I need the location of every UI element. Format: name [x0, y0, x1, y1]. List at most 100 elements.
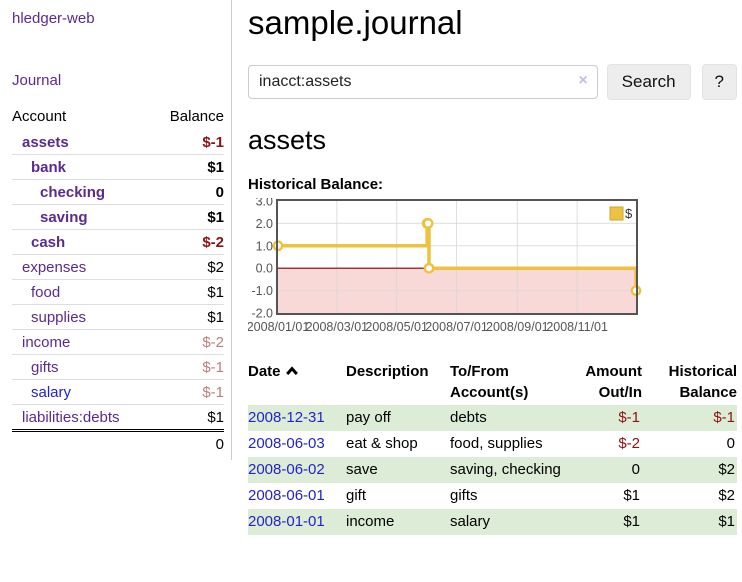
transaction-balance: $-1	[713, 409, 735, 426]
account-link-checking[interactable]: checking	[40, 184, 106, 201]
y-axis-tick-label: 0.0	[256, 262, 273, 276]
register-header-row: Date Description To/From Account(s) Amou…	[248, 359, 737, 405]
transaction-amount: $1	[623, 487, 640, 504]
transaction-date-link[interactable]: 2008-06-03	[248, 435, 325, 452]
x-axis-tick-label: 2008/05/01	[365, 320, 428, 334]
account-balance: $-1	[202, 134, 224, 151]
transaction-amount: 0	[631, 461, 640, 478]
accounts-table: Account Balance assets $-1 bank $1 checking 0…	[12, 104, 224, 456]
transaction-date-link[interactable]: 2008-12-31	[248, 409, 325, 426]
account-balance: $1	[152, 204, 224, 230]
register-row: 2008-01-01 income salary $1 $1	[248, 509, 737, 535]
register-col-balance: Historical Balance	[668, 363, 737, 401]
register-row: 2008-06-01 gift gifts $1 $2	[248, 483, 737, 509]
account-link-saving[interactable]: saving	[40, 209, 88, 226]
transaction-balance: $2	[718, 487, 735, 504]
account-link-food[interactable]: food	[31, 284, 61, 301]
data-point-marker	[423, 262, 435, 274]
help-button[interactable]: ?	[701, 64, 737, 100]
account-balance: $2	[152, 254, 224, 280]
x-axis-tick-label: 2008/09/01	[486, 320, 549, 334]
transaction-accounts: salary	[450, 513, 491, 530]
account-balance: $-2	[152, 329, 224, 355]
search-input[interactable]	[248, 65, 598, 99]
account-link-bank[interactable]: bank	[31, 159, 67, 176]
account-link-expenses[interactable]: expenses	[22, 259, 87, 276]
legend-swatch	[609, 206, 624, 221]
transaction-amount: $1	[623, 513, 640, 530]
transaction-accounts: gifts	[450, 487, 478, 504]
account-balance: $-1	[152, 379, 224, 405]
account-link-liabilities-debts[interactable]: liabilities:debts	[22, 409, 120, 426]
chart-title: Historical Balance:	[248, 176, 384, 193]
register-col-accounts: To/From Account(s)	[450, 363, 529, 401]
transaction-date-link[interactable]: 2008-01-01	[248, 513, 325, 530]
balance-chart: $3.0 2.0 1.0 0.0 -1.0 -2.0 2008/01/01 2008/03/0…	[247, 195, 737, 343]
account-link-assets[interactable]: assets	[22, 134, 69, 151]
account-row: salary $-1	[12, 379, 224, 405]
account-row: bank $1	[12, 154, 224, 180]
account-link-supplies[interactable]: supplies	[31, 309, 87, 326]
account-link-salary[interactable]: salary	[31, 384, 72, 401]
search-button[interactable]: Search	[606, 64, 691, 100]
page-title: sample.journal	[248, 4, 463, 41]
account-row: expenses $2	[12, 254, 224, 280]
balance-chart-svg: $3.0 2.0 1.0 0.0 -1.0 -2.02008/01/012008/03/0…	[247, 195, 642, 334]
data-point-marker	[422, 218, 434, 229]
register-row: 2008-06-03 eat & shop food, supplies $-2 0	[248, 431, 737, 457]
account-row: assets $-1	[12, 130, 224, 155]
transaction-description: income	[346, 513, 395, 530]
account-balance: $1	[152, 154, 224, 180]
sidebar-item-journal[interactable]: Journal	[12, 72, 62, 89]
account-balance: $1	[152, 304, 224, 330]
account-balance: $-2	[152, 229, 224, 255]
x-axis-tick-label: 2008/01/01	[248, 320, 309, 334]
legend-label: $	[625, 206, 633, 221]
transaction-description: gift	[346, 487, 367, 504]
search-form: × Search ?	[248, 64, 737, 100]
account-link-income[interactable]: income	[22, 334, 71, 351]
y-axis-tick-label: 1.0	[256, 239, 273, 253]
register-row: 2008-12-31 pay off debts $-1 $-1	[248, 405, 737, 431]
y-axis-tick-label: -1.0	[251, 284, 273, 298]
transaction-amount: $-1	[618, 409, 640, 426]
transaction-description: save	[346, 461, 378, 478]
clear-search-icon[interactable]: ×	[578, 72, 588, 89]
y-axis-tick-label: -2.0	[251, 307, 273, 321]
transaction-description: eat & shop	[346, 435, 418, 452]
register-col-amount: Amount Out/In	[585, 363, 642, 401]
account-balance: $-1	[152, 354, 224, 380]
account-link-gifts[interactable]: gifts	[31, 359, 59, 376]
transaction-balance: $1	[718, 513, 735, 530]
app-brand-link[interactable]: hledger-web	[12, 10, 95, 27]
accounts-total-value: 0	[152, 429, 224, 456]
search-input-wrap: ×	[248, 65, 598, 99]
account-row: saving $1	[12, 204, 224, 230]
accounts-col-account: Account	[12, 108, 67, 125]
account-balance: 0	[152, 179, 224, 205]
plot-border	[276, 199, 638, 315]
transaction-date-link[interactable]: 2008-06-01	[248, 487, 325, 504]
main-content: sample.journal × Search ? assets Histori…	[247, 0, 737, 535]
account-row: liabilities:debts $1	[12, 404, 224, 431]
transaction-amount: $-2	[618, 435, 640, 452]
register-col-description: Description	[346, 363, 429, 380]
register-col-date[interactable]: Date	[248, 359, 346, 405]
transaction-balance: 0	[726, 435, 735, 452]
transaction-accounts: saving, checking	[450, 461, 561, 478]
register-table: Date Description To/From Account(s) Amou…	[248, 359, 737, 535]
x-axis-tick-label: 2008/07/01	[425, 320, 488, 334]
transaction-accounts: debts	[450, 409, 487, 426]
y-axis-tick-label: 2.0	[256, 217, 273, 231]
transaction-date-link[interactable]: 2008-06-02	[248, 461, 325, 478]
account-row: gifts $-1	[12, 354, 224, 380]
account-row: checking 0	[12, 179, 224, 205]
account-balance: $1	[152, 404, 224, 431]
account-row: food $1	[12, 279, 224, 305]
sort-ascending-icon	[285, 366, 298, 375]
account-row: cash $-2	[12, 229, 224, 255]
accounts-col-balance: Balance	[169, 108, 224, 125]
account-link-cash[interactable]: cash	[31, 234, 66, 251]
sidebar: hledger-web Journal Account Balance asse…	[0, 0, 232, 460]
account-title: assets	[248, 125, 327, 155]
